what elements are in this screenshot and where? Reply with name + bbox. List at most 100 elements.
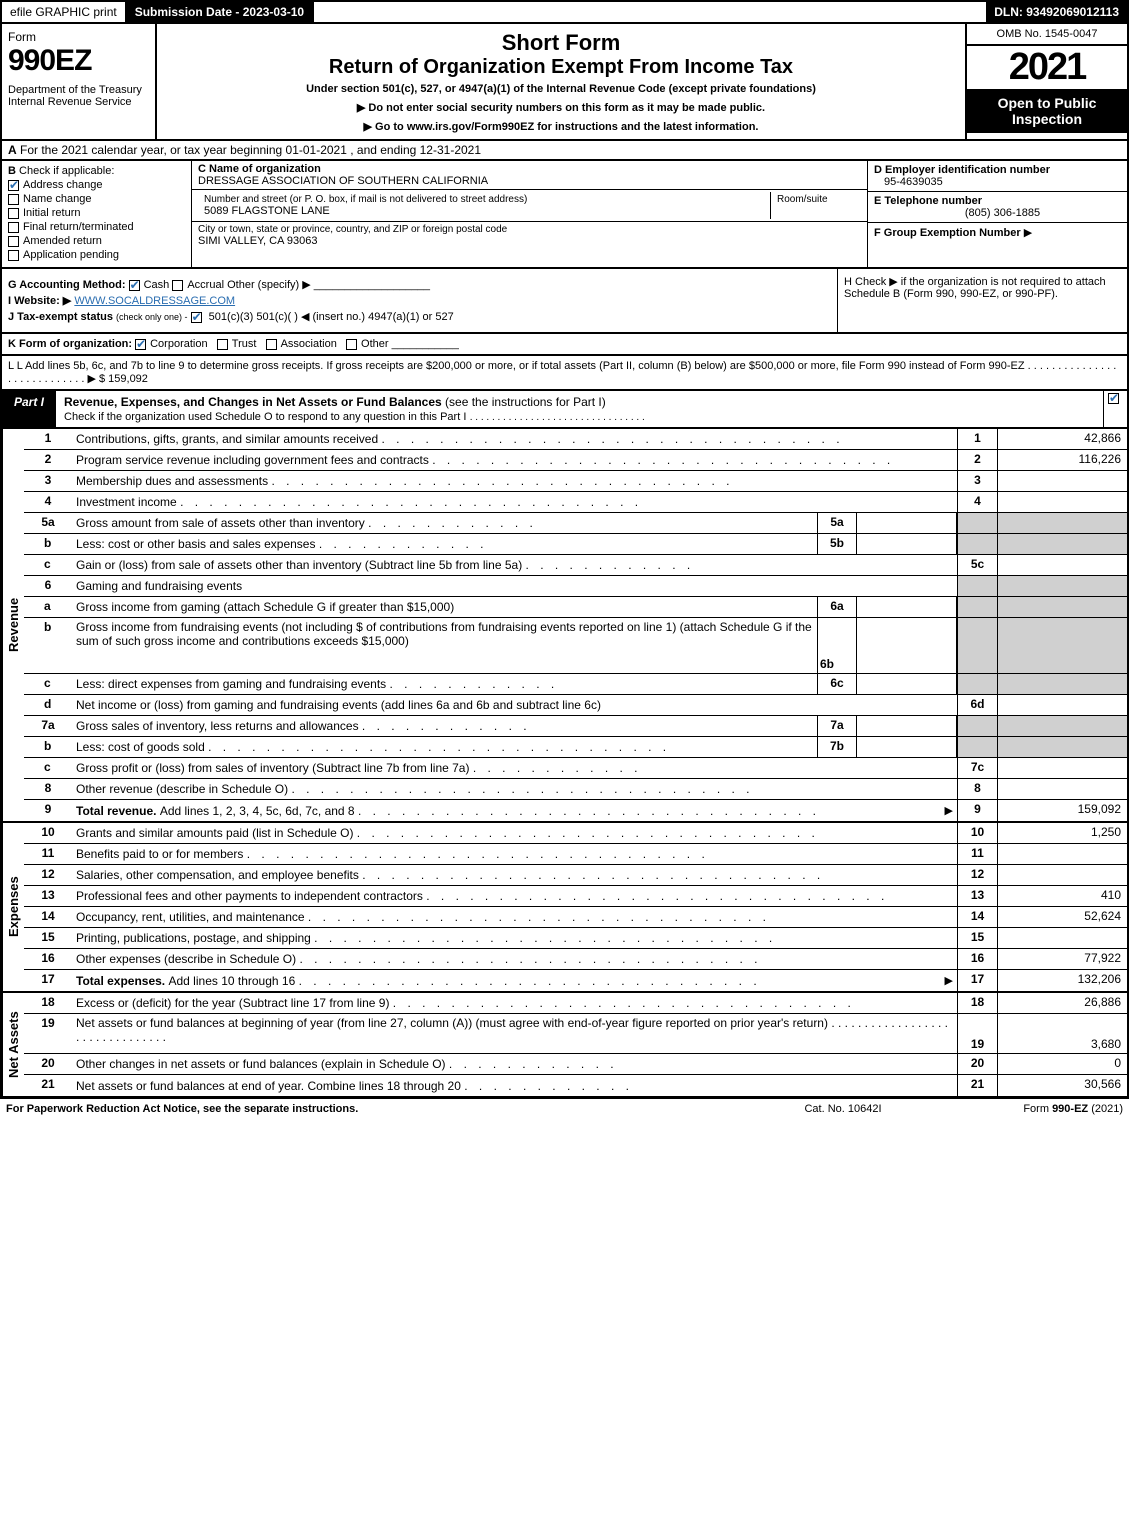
line-12: 12Salaries, other compensation, and empl… bbox=[24, 865, 1127, 886]
instruction-ssn: ▶ Do not enter social security numbers o… bbox=[167, 101, 955, 114]
header-right: OMB No. 1545-0047 2021 Open to Public In… bbox=[967, 24, 1127, 139]
subtitle: Under section 501(c), 527, or 4947(a)(1)… bbox=[167, 83, 955, 95]
header-left: Form 990EZ Department of the Treasury In… bbox=[2, 24, 157, 139]
line-7a: 7aGross sales of inventory, less returns… bbox=[24, 716, 1127, 737]
row-h-schedule-b: H Check ▶ if the organization is not req… bbox=[837, 269, 1127, 332]
org-name-row: C Name of organization DRESSAGE ASSOCIAT… bbox=[192, 161, 867, 190]
irs-link[interactable]: www.irs.gov/Form990EZ bbox=[407, 121, 534, 133]
checkbox-icon bbox=[191, 312, 202, 323]
line-11: 11Benefits paid to or for members . . . … bbox=[24, 844, 1127, 865]
row-l-gross-receipts: L L Add lines 5b, 6c, and 7b to line 9 t… bbox=[0, 356, 1129, 391]
website-link[interactable]: WWW.SOCALDRESSAGE.COM bbox=[74, 295, 235, 307]
checkbox-icon bbox=[217, 339, 228, 350]
tax-exempt-status: J Tax-exempt status (check only one) - 5… bbox=[8, 310, 831, 323]
line-9: 9Total revenue. Add lines 1, 2, 3, 4, 5c… bbox=[24, 800, 1127, 821]
city-state-zip: SIMI VALLEY, CA 93063 bbox=[198, 235, 861, 247]
title-return: Return of Organization Exempt From Incom… bbox=[167, 56, 955, 79]
accounting-method: G Accounting Method: Cash Accrual Other … bbox=[8, 278, 831, 291]
row-k-form-org: K Form of organization: Corporation Trus… bbox=[0, 334, 1129, 356]
line-5a: 5aGross amount from sale of assets other… bbox=[24, 513, 1127, 534]
line-16: 16Other expenses (describe in Schedule O… bbox=[24, 949, 1127, 970]
ein-value: 95-4639035 bbox=[874, 176, 1121, 188]
form-ref: Form 990-EZ (2021) bbox=[943, 1103, 1123, 1115]
org-name: DRESSAGE ASSOCIATION OF SOUTHERN CALIFOR… bbox=[198, 175, 861, 187]
line-3: 3Membership dues and assessments . . . .… bbox=[24, 471, 1127, 492]
checkbox-icon bbox=[8, 208, 19, 219]
dln: DLN: 93492069012113 bbox=[986, 2, 1127, 22]
address-row: Number and street (or P. O. box, if mail… bbox=[192, 190, 867, 222]
line-2: 2Program service revenue including gover… bbox=[24, 450, 1127, 471]
line-13: 13Professional fees and other payments t… bbox=[24, 886, 1127, 907]
line-15: 15Printing, publications, postage, and s… bbox=[24, 928, 1127, 949]
row-ghij: G Accounting Method: Cash Accrual Other … bbox=[0, 269, 1129, 334]
row-a-tax-year: A For the 2021 calendar year, or tax yea… bbox=[0, 141, 1129, 161]
check-final-return[interactable]: Final return/terminated bbox=[8, 221, 185, 233]
col-c-org-info: C Name of organization DRESSAGE ASSOCIAT… bbox=[192, 161, 867, 267]
title-short-form: Short Form bbox=[167, 30, 955, 56]
line-21: 21Net assets or fund balances at end of … bbox=[24, 1075, 1127, 1096]
line-6: 6Gaming and fundraising events bbox=[24, 576, 1127, 597]
expenses-label: Expenses bbox=[2, 823, 24, 991]
checkbox-icon bbox=[8, 180, 19, 191]
line-8: 8Other revenue (describe in Schedule O) … bbox=[24, 779, 1127, 800]
check-application-pending[interactable]: Application pending bbox=[8, 249, 185, 261]
room-suite: Room/suite bbox=[771, 192, 861, 219]
page-footer: For Paperwork Reduction Act Notice, see … bbox=[0, 1098, 1129, 1119]
checkbox-icon bbox=[135, 339, 146, 350]
netassets-label: Net Assets bbox=[2, 993, 24, 1096]
website-row: I Website: ▶ WWW.SOCALDRESSAGE.COM bbox=[8, 294, 831, 307]
line-5c: cGain or (loss) from sale of assets othe… bbox=[24, 555, 1127, 576]
instruction-link: ▶ Go to www.irs.gov/Form990EZ for instru… bbox=[167, 120, 955, 133]
efile-print[interactable]: efile GRAPHIC print bbox=[2, 2, 127, 22]
part-1-header: Part I Revenue, Expenses, and Changes in… bbox=[0, 391, 1129, 429]
line-10: 10Grants and similar amounts paid (list … bbox=[24, 823, 1127, 844]
form-header: Form 990EZ Department of the Treasury In… bbox=[0, 24, 1129, 141]
line-6b: bGross income from fundraising events (n… bbox=[24, 618, 1127, 674]
checkbox-icon bbox=[8, 236, 19, 247]
checkbox-icon bbox=[8, 222, 19, 233]
cat-no: Cat. No. 10642I bbox=[743, 1103, 943, 1115]
revenue-label: Revenue bbox=[2, 429, 24, 821]
col-b-checkboxes: B Check if applicable: Address change Na… bbox=[2, 161, 192, 267]
paperwork-notice: For Paperwork Reduction Act Notice, see … bbox=[6, 1103, 743, 1115]
line-5b: bLess: cost or other basis and sales exp… bbox=[24, 534, 1127, 555]
col-d-ein: D Employer identification number 95-4639… bbox=[867, 161, 1127, 267]
dept-treasury: Department of the Treasury Internal Reve… bbox=[8, 84, 149, 108]
checkbox-icon bbox=[8, 194, 19, 205]
netassets-section: Net Assets 18Excess or (deficit) for the… bbox=[0, 993, 1129, 1098]
omb-number: OMB No. 1545-0047 bbox=[967, 24, 1127, 46]
line-7c: cGross profit or (loss) from sales of in… bbox=[24, 758, 1127, 779]
open-public-badge: Open to Public Inspection bbox=[967, 89, 1127, 133]
check-initial-return[interactable]: Initial return bbox=[8, 207, 185, 219]
revenue-section: Revenue 1Contributions, gifts, grants, a… bbox=[0, 429, 1129, 823]
line-4: 4Investment income . . . . . . . . . . .… bbox=[24, 492, 1127, 513]
street-address: 5089 FLAGSTONE LANE bbox=[204, 205, 764, 217]
check-address-change[interactable]: Address change bbox=[8, 179, 185, 191]
topbar: efile GRAPHIC print Submission Date - 20… bbox=[0, 0, 1129, 24]
schedule-o-check[interactable] bbox=[1103, 391, 1127, 427]
line-6c: cLess: direct expenses from gaming and f… bbox=[24, 674, 1127, 695]
line-17: 17Total expenses. Add lines 10 through 1… bbox=[24, 970, 1127, 991]
check-name-change[interactable]: Name change bbox=[8, 193, 185, 205]
line-6d: dNet income or (loss) from gaming and fu… bbox=[24, 695, 1127, 716]
checkbox-icon bbox=[8, 250, 19, 261]
expenses-section: Expenses 10Grants and similar amounts pa… bbox=[0, 823, 1129, 993]
checkbox-icon bbox=[1108, 393, 1119, 404]
checkbox-icon bbox=[266, 339, 277, 350]
form-word: Form bbox=[8, 30, 149, 44]
checkbox-icon bbox=[346, 339, 357, 350]
part-tab: Part I bbox=[2, 391, 56, 427]
section-bcd: B Check if applicable: Address change Na… bbox=[0, 161, 1129, 269]
form-number: 990EZ bbox=[8, 44, 149, 78]
checkbox-icon bbox=[129, 280, 140, 291]
city-row: City or town, state or province, country… bbox=[192, 222, 867, 249]
line-1: 1Contributions, gifts, grants, and simil… bbox=[24, 429, 1127, 450]
tax-year: 2021 bbox=[967, 46, 1127, 89]
line-6a: aGross income from gaming (attach Schedu… bbox=[24, 597, 1127, 618]
checkbox-icon bbox=[172, 280, 183, 291]
header-center: Short Form Return of Organization Exempt… bbox=[157, 24, 967, 139]
line-20: 20Other changes in net assets or fund ba… bbox=[24, 1054, 1127, 1075]
submission-date: Submission Date - 2023-03-10 bbox=[127, 2, 314, 22]
phone-value: (805) 306-1885 bbox=[874, 207, 1121, 219]
check-amended-return[interactable]: Amended return bbox=[8, 235, 185, 247]
